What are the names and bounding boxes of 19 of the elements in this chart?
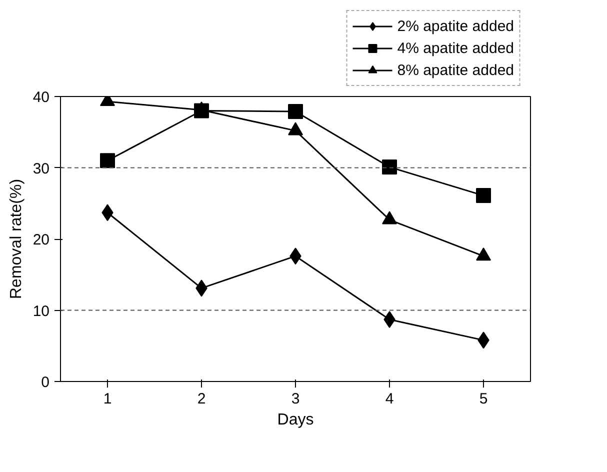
legend-label: 8% apatite added (397, 62, 514, 78)
x-tick-label: 2 (197, 390, 206, 408)
y-tick-label: 20 (32, 232, 50, 248)
x-tick-label: 3 (291, 390, 300, 408)
point (476, 188, 491, 204)
y-tick-label: 30 (32, 160, 50, 178)
x-tick-label: 4 (385, 390, 394, 408)
x-axis-title: Days (277, 412, 314, 428)
y-axis-title: Removal rate(%) (8, 178, 25, 300)
point (288, 104, 303, 119)
y-tick-label: 10 (32, 302, 50, 320)
x-tick-label: 5 (479, 390, 488, 408)
point (382, 160, 397, 175)
y-tick-label: 0 (41, 374, 50, 391)
y-tick-label: 40 (32, 89, 50, 106)
point (100, 153, 115, 168)
x-tick-label: 1 (103, 390, 112, 408)
legend-label: 2% apatite added (397, 18, 514, 34)
legend-label: 4% apatite added (397, 40, 514, 56)
